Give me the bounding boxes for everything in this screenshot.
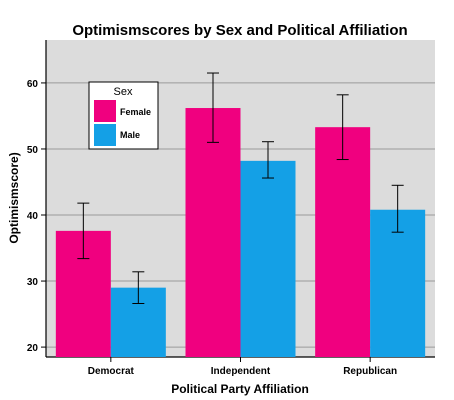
chart-title: Optimismscores by Sex and Political Affi… <box>72 22 407 39</box>
x-axis: Democrat Independent Republican <box>46 356 435 377</box>
y-axis: 20 30 40 50 60 <box>27 40 47 357</box>
legend-label-male: Male <box>120 130 140 140</box>
y-axis-label: Optimismscore) <box>7 152 21 243</box>
x-tick-label: Republican <box>343 366 397 377</box>
x-tick-label: Independent <box>211 366 271 377</box>
x-tick-label: Democrat <box>88 366 135 377</box>
error-bar <box>262 141 274 179</box>
y-tick-label: 40 <box>27 211 39 222</box>
bars <box>55 108 426 357</box>
legend: Sex Female Male <box>88 81 159 150</box>
legend-title: Sex <box>114 86 133 98</box>
error-bar <box>391 184 404 233</box>
legend-swatch-female <box>94 100 116 122</box>
y-tick-label: 20 <box>27 343 39 354</box>
bar-female-independent <box>185 108 241 357</box>
bar-male-independent <box>240 160 296 357</box>
bar-male-republican <box>370 209 426 357</box>
error-bars <box>77 72 404 305</box>
legend-swatch-male <box>94 124 116 146</box>
error-bar <box>207 72 219 143</box>
y-tick-label: 30 <box>27 277 39 288</box>
y-tick-label: 50 <box>27 145 39 156</box>
bar-female-republican <box>315 127 371 357</box>
legend-label-female: Female <box>120 107 151 117</box>
error-bar <box>77 202 90 260</box>
x-axis-label: Political Party Affiliation <box>171 382 309 396</box>
y-tick-label: 60 <box>27 79 39 90</box>
error-bar <box>132 271 145 305</box>
error-bar <box>336 94 349 161</box>
